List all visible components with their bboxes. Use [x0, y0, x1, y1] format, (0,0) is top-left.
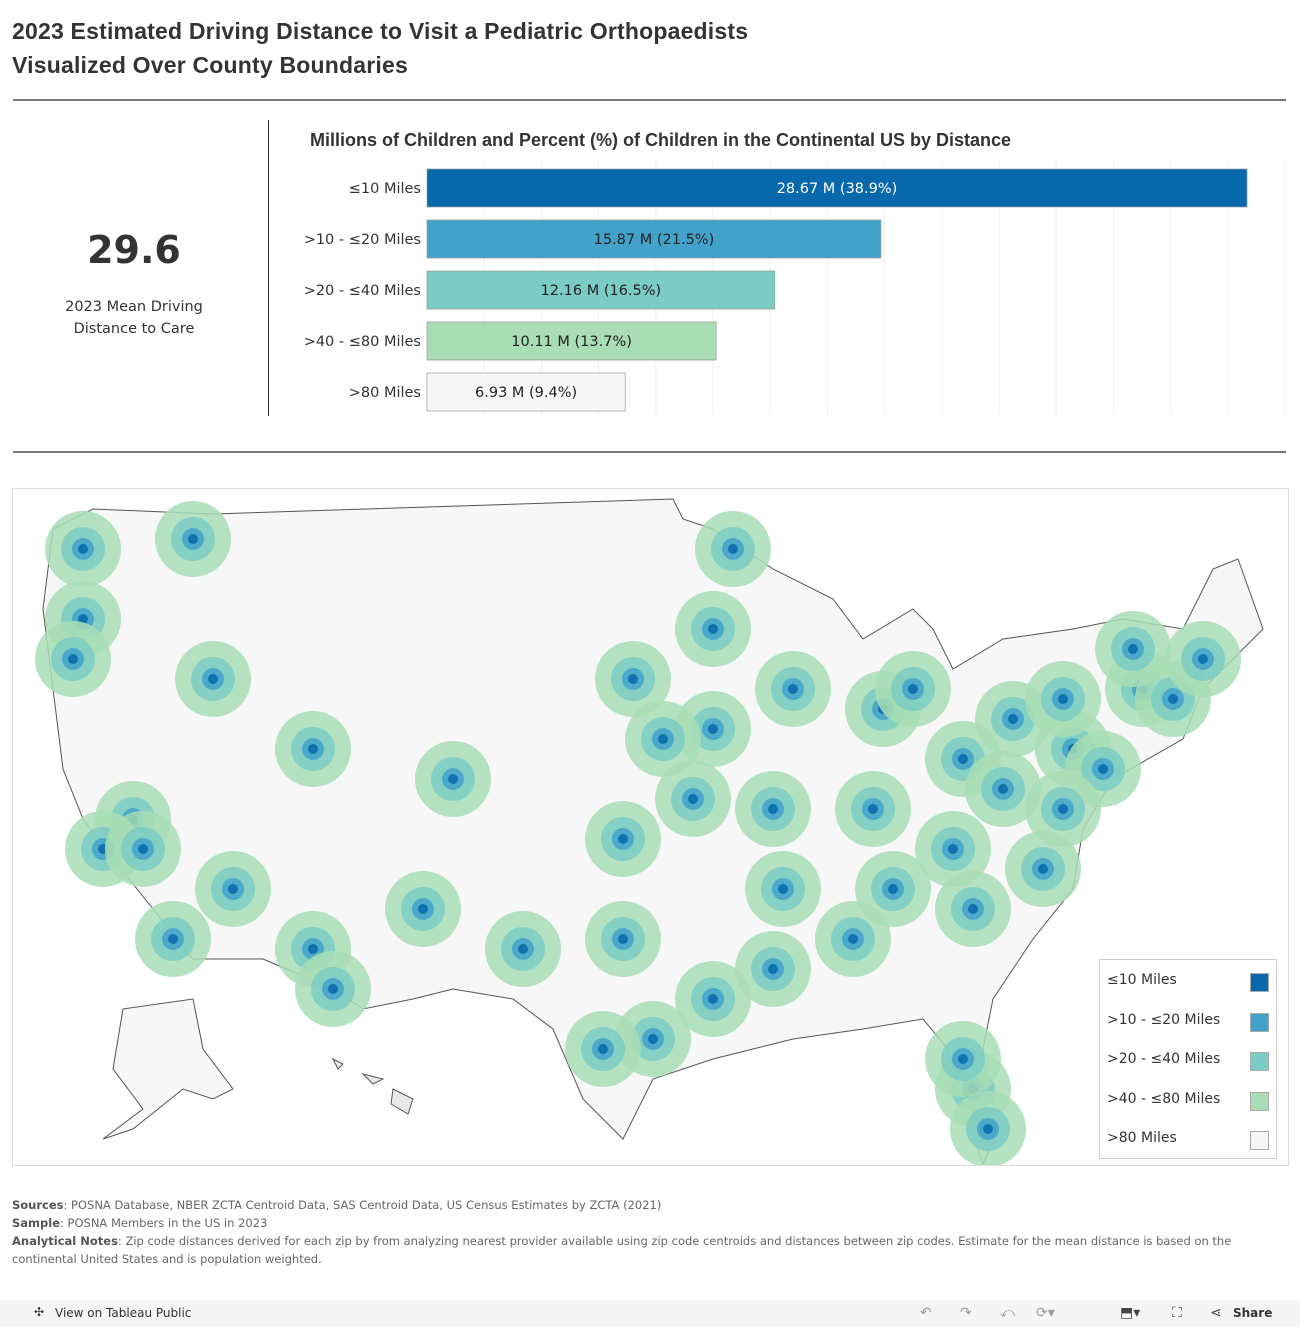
distance-region	[518, 944, 528, 954]
distance-region	[648, 1034, 658, 1044]
legend-label: ≤10 Miles	[1107, 972, 1177, 988]
distance-region	[888, 884, 898, 894]
distance-region	[708, 994, 718, 1004]
legend-label: >80 Miles	[1107, 1130, 1177, 1146]
distance-region	[908, 684, 918, 694]
distance-region	[708, 724, 718, 734]
legend-swatch[interactable]	[1250, 1012, 1269, 1032]
distance-region	[418, 904, 428, 914]
distance-region	[958, 1054, 968, 1064]
distance-region	[968, 904, 978, 914]
distance-region	[78, 614, 88, 624]
distance-region	[1058, 804, 1068, 814]
legend-swatch[interactable]	[1250, 1131, 1269, 1150]
divider	[268, 120, 269, 416]
distance-region	[788, 684, 798, 694]
distance-region	[598, 1044, 608, 1054]
share-icon[interactable]: ⋖	[1210, 1305, 1222, 1321]
data-label: 28.67 M (38.9%)	[777, 181, 898, 197]
download-icon[interactable]: ⬒▾	[1120, 1305, 1141, 1321]
legend-label: >10 - ≤20 Miles	[1107, 1011, 1221, 1028]
view-on-tableau-link[interactable]: View on Tableau Public	[55, 1306, 192, 1320]
legend-swatch[interactable]	[1250, 1091, 1269, 1111]
distance-region	[778, 884, 788, 894]
distance-region	[308, 744, 318, 754]
kpi-label: 2023 Mean Driving Distance to Care	[65, 299, 203, 337]
map-legend: ≤10 Miles >10 - ≤20 Miles >20 - ≤40 Miles >…	[1099, 959, 1277, 1159]
data-label: 10.11 M (13.7%)	[511, 334, 632, 350]
distance-region	[308, 944, 318, 954]
distance-region	[1168, 694, 1178, 704]
kpi-value: 29.6	[87, 228, 181, 272]
dashboard-title: 2023 Estimated Driving Distance to Visit…	[12, 18, 749, 78]
share-button[interactable]: Share	[1233, 1306, 1273, 1320]
legend-swatch[interactable]	[1250, 973, 1269, 992]
distance-region	[628, 674, 638, 684]
undo-icon[interactable]: ↶	[920, 1305, 932, 1321]
distance-region	[618, 934, 628, 944]
data-label: 15.87 M (21.5%)	[594, 232, 715, 248]
distance-region	[708, 624, 718, 634]
distance-region	[208, 674, 218, 684]
distance-region	[998, 784, 1008, 794]
distance-region	[688, 794, 698, 804]
distance-region	[728, 544, 738, 554]
tableau-toolbar: ✣ View on Tableau Public ↶ ↷ ⤺ ⟳▾ ⬒▾ ⛶ ⋖…	[0, 1300, 1300, 1327]
distance-region	[78, 544, 88, 554]
legend-label: >20 - ≤40 Miles	[1107, 1051, 1221, 1067]
distance-region	[328, 984, 338, 994]
distance-region	[618, 834, 628, 844]
distance-region	[1008, 714, 1018, 724]
bar[interactable]	[426, 270, 776, 310]
map-canvas	[35, 498, 1264, 1167]
revert-icon[interactable]: ⤺	[1000, 1305, 1015, 1321]
distance-region	[1038, 864, 1048, 874]
distance-region	[448, 774, 458, 784]
category-label: ≤10 Miles	[349, 181, 421, 197]
fullscreen-icon[interactable]: ⛶	[1172, 1305, 1182, 1321]
distance-region	[138, 844, 148, 854]
refresh-icon[interactable]: ⟳▾	[1036, 1305, 1055, 1321]
tableau-logo-icon: ✣	[34, 1305, 45, 1319]
bar[interactable]	[426, 168, 1248, 208]
divider	[13, 99, 1286, 101]
divider	[13, 451, 1286, 453]
bar-chart: ≤10 Miles 28.67 M (38.9%) >10 - ≤20 Miles 1…	[304, 160, 1286, 415]
category-label: >20 - ≤40 Miles	[304, 283, 421, 299]
category-label: >40 - ≤80 Miles	[304, 334, 421, 350]
legend-label: >40 - ≤80 Miles	[1107, 1090, 1221, 1107]
distance-region	[768, 804, 778, 814]
alaska-shape	[102, 998, 234, 1140]
distance-region	[188, 534, 198, 544]
data-label: 12.16 M (16.5%)	[541, 283, 662, 299]
us-county-map[interactable]	[12, 488, 1289, 1167]
redo-icon[interactable]: ↷	[960, 1305, 972, 1321]
distance-region	[1098, 764, 1108, 774]
category-label: >10 - ≤20 Miles	[304, 232, 421, 248]
distance-region	[848, 934, 858, 944]
distance-region	[768, 964, 778, 974]
distance-region	[658, 734, 668, 744]
distance-region	[228, 884, 238, 894]
distance-region	[1128, 644, 1138, 654]
category-label: >80 Miles	[349, 385, 421, 401]
legend-swatch[interactable]	[1250, 1052, 1269, 1071]
distance-region	[1058, 694, 1068, 704]
distance-region	[1198, 654, 1208, 664]
notes: Sources: POSNA Database, NBER ZCTA Centr…	[12, 1198, 1232, 1266]
bar[interactable]	[426, 321, 717, 361]
chart-title: Millions of Children and Percent (%) of …	[310, 130, 1012, 150]
hawaii-shape	[331, 1057, 414, 1115]
distance-region	[168, 934, 178, 944]
distance-region	[983, 1124, 993, 1134]
distance-region	[958, 754, 968, 764]
data-label: 6.93 M (9.4%)	[475, 385, 577, 401]
bar[interactable]	[426, 372, 626, 412]
distance-region	[948, 844, 958, 854]
distance-region	[68, 654, 78, 664]
bar[interactable]	[426, 219, 882, 259]
distance-region	[868, 804, 878, 814]
